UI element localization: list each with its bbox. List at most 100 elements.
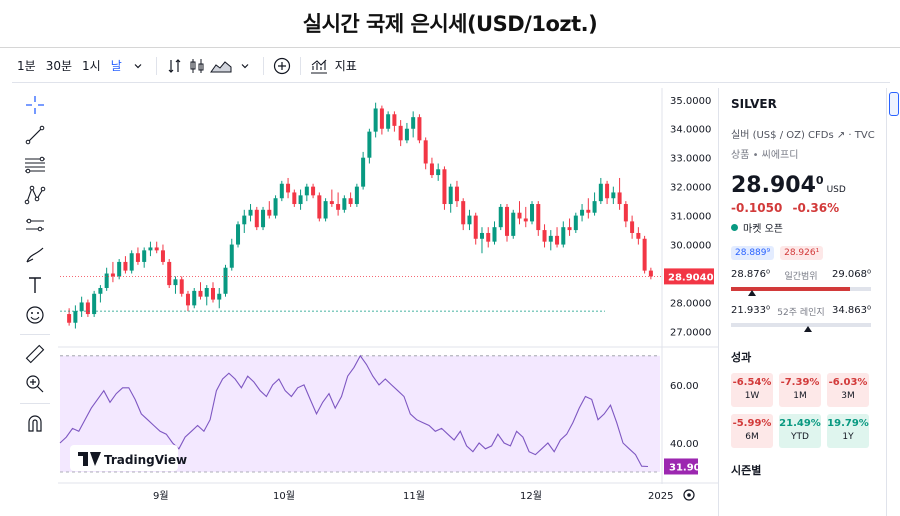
- interval-day[interactable]: 날: [110, 59, 122, 73]
- candle-body: [98, 287, 103, 294]
- change-abs: -0.1050: [731, 201, 783, 215]
- emoji-icon[interactable]: [14, 300, 56, 330]
- bid-price: 28.889⁹: [731, 246, 775, 260]
- 52w-high: 34.863⁰: [832, 305, 871, 316]
- candle-body: [298, 195, 303, 205]
- candle-body: [642, 238, 647, 271]
- trendline-icon[interactable]: [14, 120, 56, 150]
- candle-body: [498, 206, 503, 228]
- indicators-button[interactable]: 지표: [334, 59, 357, 73]
- candle-body: [67, 314, 72, 323]
- panel-description[interactable]: 실버 (US$ / OZ) CFDs ↗ · TVC: [731, 130, 875, 141]
- perf-tile-6m[interactable]: -5.99% 6M: [731, 414, 773, 448]
- zoom-icon[interactable]: [14, 369, 56, 399]
- y-tick-label: 30.0000: [670, 241, 711, 252]
- price-sup: 0: [815, 174, 824, 187]
- interval-30m[interactable]: 30분: [45, 59, 72, 73]
- candle-body: [261, 209, 266, 228]
- watchlist-tab[interactable]: [889, 92, 899, 116]
- candle-body: [279, 183, 284, 199]
- candle-body: [167, 261, 172, 286]
- candle-body: [267, 209, 272, 216]
- x-tick-label: 2025: [648, 491, 673, 502]
- perf-tile-3m[interactable]: -6.03% 3M: [827, 373, 869, 407]
- seasonals-title[interactable]: 시즌별: [731, 464, 762, 477]
- candle-body: [573, 215, 578, 231]
- day-range-label: 일간범위: [784, 272, 818, 282]
- compare-icon[interactable]: [164, 54, 186, 78]
- y-tick-label: 27.0000: [670, 327, 711, 338]
- rsi-last-badge: [664, 458, 698, 475]
- candle-body: [79, 302, 84, 312]
- candle-body: [348, 198, 353, 205]
- perf-tile-1y[interactable]: 19.79% 1Y: [827, 414, 869, 448]
- perf-tile-1w[interactable]: -6.54% 1W: [731, 373, 773, 407]
- chevron-down-icon[interactable]: [127, 54, 149, 78]
- candle-body: [242, 215, 247, 225]
- price-chart[interactable]: 35.0000 34.0000 33.0000 32.0000 31.0000 30.00…: [58, 88, 718, 508]
- bid-ask: 28.889⁹ 28.926¹: [731, 246, 886, 260]
- candle-body: [217, 293, 222, 300]
- candle-body: [404, 128, 409, 141]
- text-icon[interactable]: [14, 270, 56, 300]
- candle-body: [523, 218, 528, 222]
- candle-body: [304, 186, 309, 196]
- toolbar-separator: [155, 57, 157, 75]
- candle-body: [442, 169, 447, 205]
- add-symbol-icon[interactable]: [271, 54, 293, 78]
- tradingview-logo-icon: [78, 452, 101, 466]
- status-dot-icon: [731, 224, 738, 231]
- candle-body: [236, 224, 241, 245]
- logo-mark: [78, 452, 101, 466]
- interval-1m[interactable]: 1분: [17, 59, 36, 73]
- fib-icon[interactable]: [14, 150, 56, 180]
- candle-body: [504, 206, 510, 236]
- chevron-down-icon[interactable]: [234, 54, 256, 78]
- candle-body: [479, 232, 484, 239]
- perf-period: 3M: [841, 391, 855, 401]
- pattern-icon[interactable]: [14, 180, 56, 210]
- tool-separator: [20, 334, 50, 335]
- candle-body: [555, 235, 560, 245]
- performance-title: 성과: [731, 351, 752, 364]
- area-chart-icon[interactable]: [208, 54, 234, 78]
- candle-body: [611, 192, 616, 199]
- perf-period: YTD: [791, 432, 809, 442]
- candles-icon[interactable]: [186, 54, 208, 78]
- 52w-range-marker: [804, 326, 812, 332]
- perf-period: 6M: [745, 432, 759, 442]
- perf-tile-1m[interactable]: -7.39% 1M: [779, 373, 821, 407]
- x-tick-label: 9월: [153, 490, 169, 502]
- 52w-low: 21.933⁰: [731, 305, 770, 316]
- candle-body: [398, 125, 403, 141]
- candle-body: [492, 227, 497, 242]
- indicators-icon[interactable]: [308, 54, 330, 78]
- interval-1h[interactable]: 1시: [82, 59, 101, 73]
- ask-price: 28.926¹: [780, 246, 824, 260]
- 52w-range-bar: [731, 323, 871, 332]
- perf-tile-ytd[interactable]: 21.49% YTD: [779, 414, 821, 448]
- market-status: 마켓 오픈: [731, 220, 886, 235]
- perf-period: 1M: [793, 391, 807, 401]
- magnet-icon[interactable]: [14, 408, 56, 438]
- candle-body: [160, 250, 165, 262]
- candle-body: [254, 209, 259, 228]
- x-tick-label: 12월: [520, 490, 542, 502]
- chart-area[interactable]: 35.0000 34.0000 33.0000 32.0000 31.0000 30.00…: [58, 88, 718, 508]
- panel-symbol[interactable]: SILVER: [731, 97, 777, 111]
- projection-icon[interactable]: [14, 210, 56, 240]
- brush-icon[interactable]: [14, 240, 56, 270]
- settings-icon[interactable]: [683, 489, 695, 501]
- candle-body: [536, 204, 541, 231]
- candle-body: [336, 204, 341, 210]
- change-pct: -0.36%: [792, 201, 840, 215]
- candle-body: [223, 267, 228, 294]
- crosshair-icon[interactable]: [14, 90, 56, 120]
- tool-separator: [20, 403, 50, 404]
- candle-body: [135, 253, 140, 262]
- candle-body: [648, 270, 653, 277]
- ruler-icon[interactable]: [14, 339, 56, 369]
- market-status-label: 마켓 오픈: [743, 224, 783, 235]
- candle-body: [530, 204, 535, 222]
- candle-body: [229, 244, 234, 268]
